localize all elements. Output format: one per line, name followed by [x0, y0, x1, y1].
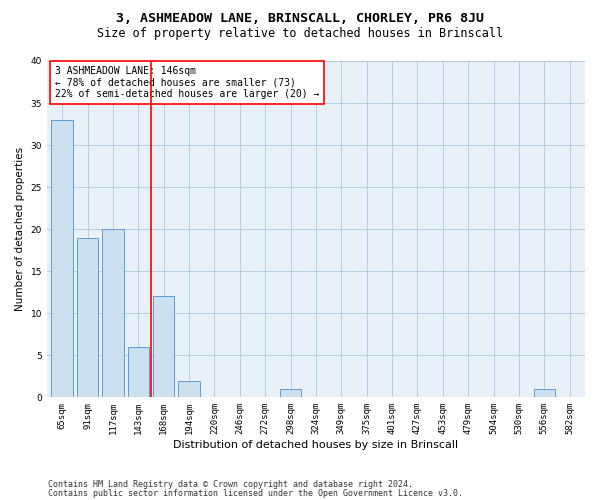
Text: 3, ASHMEADOW LANE, BRINSCALL, CHORLEY, PR6 8JU: 3, ASHMEADOW LANE, BRINSCALL, CHORLEY, P… — [116, 12, 484, 26]
Bar — [52, 120, 73, 398]
Bar — [533, 389, 555, 398]
X-axis label: Distribution of detached houses by size in Brinscall: Distribution of detached houses by size … — [173, 440, 458, 450]
Bar — [77, 238, 98, 398]
Bar — [102, 229, 124, 398]
Text: Size of property relative to detached houses in Brinscall: Size of property relative to detached ho… — [97, 28, 503, 40]
Text: Contains public sector information licensed under the Open Government Licence v3: Contains public sector information licen… — [48, 489, 463, 498]
Bar — [178, 380, 200, 398]
Text: Contains HM Land Registry data © Crown copyright and database right 2024.: Contains HM Land Registry data © Crown c… — [48, 480, 413, 489]
Bar — [128, 347, 149, 398]
Bar — [153, 296, 175, 398]
Text: 3 ASHMEADOW LANE: 146sqm
← 78% of detached houses are smaller (73)
22% of semi-d: 3 ASHMEADOW LANE: 146sqm ← 78% of detach… — [55, 66, 319, 99]
Y-axis label: Number of detached properties: Number of detached properties — [15, 147, 25, 311]
Bar — [280, 389, 301, 398]
